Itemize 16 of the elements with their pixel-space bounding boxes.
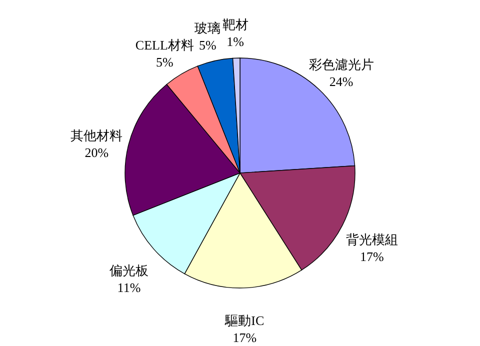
data-label: 17% [360,249,384,264]
data-label: 20% [84,145,109,160]
slice-label: 彩色濾光片 [308,57,374,72]
data-label: 5% [199,38,217,53]
data-label: 1% [226,34,244,50]
slice-label: 偏光板 [109,262,148,278]
data-label: 5% [156,54,174,70]
data-label: 17% [232,330,257,345]
slice-label: 驅動IC [224,312,264,328]
slice-label: 玻璃 [194,20,221,36]
slice-label: 靶材 [222,17,248,32]
slice-label: 背光模組 [346,232,398,248]
slice-label: 其他材料 [70,128,123,144]
data-label: 24% [329,74,354,90]
data-label: 11% [117,280,141,295]
slice-label: CELL材料 [135,38,194,53]
